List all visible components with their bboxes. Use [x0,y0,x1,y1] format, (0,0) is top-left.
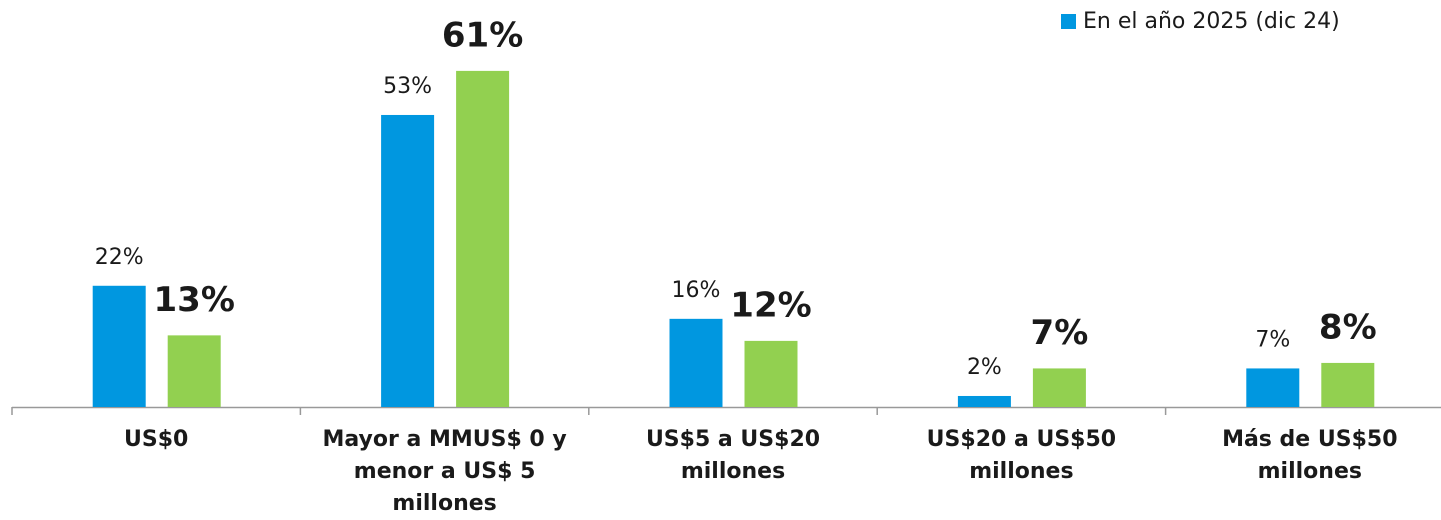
x-tick-label: US$5 a US$20 millones [645,427,821,484]
data-label: 53% [383,74,432,99]
bar [456,70,510,407]
bar [1246,368,1300,407]
bar [957,395,1011,407]
bar [669,318,723,407]
legend-label: En el año 2025 (dic 24) [1083,9,1340,34]
bar [92,285,146,407]
legend-swatch [1061,14,1076,29]
data-label: 12% [730,285,811,325]
data-label: 22% [95,245,144,270]
data-label: 61% [442,15,523,55]
data-label: 16% [672,278,721,303]
data-label: 2% [967,355,1002,380]
x-tick-label: US$20 a US$50 millones [926,427,1117,484]
data-label: 8% [1319,307,1377,347]
bar [381,114,435,407]
bar [1321,362,1375,407]
x-tick-label: Más de US$50 millones [1222,427,1398,484]
bar [744,340,798,407]
bar [167,335,221,407]
data-label: 7% [1255,327,1290,352]
x-tick-label: US$0 [124,427,189,452]
x-tick-label: Mayor a MMUS$ 0 y menor a US$ 5 millones [322,427,567,516]
data-label: 13% [154,280,235,320]
bar [1032,368,1086,407]
data-label: 7% [1031,313,1089,353]
